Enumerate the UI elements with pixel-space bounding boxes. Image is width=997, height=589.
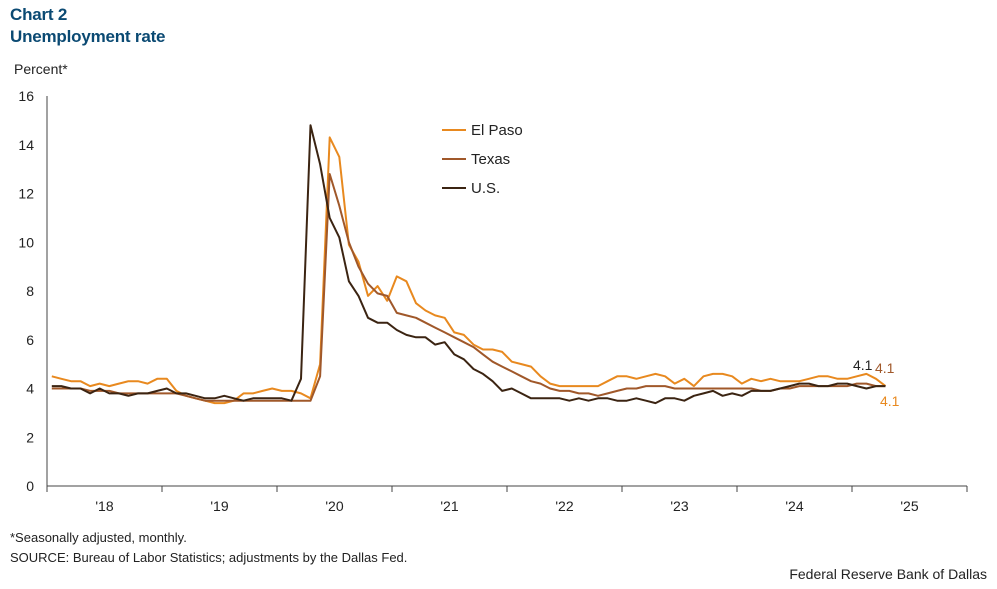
- series-line-us: [51, 124, 886, 405]
- end-label-us: 4.1: [853, 357, 873, 373]
- y-axis-ticks: 0 2 4 6 8 10 12 14 16: [18, 88, 34, 494]
- series-lines: [51, 124, 887, 405]
- y-tick-label: 12: [18, 186, 34, 202]
- y-tick-label: 14: [18, 137, 34, 153]
- footnote: *Seasonally adjusted, monthly.: [10, 530, 187, 545]
- legend-label: U.S.: [471, 180, 500, 197]
- x-tick-label: '21: [440, 498, 458, 514]
- x-tick-label: '18: [95, 498, 113, 514]
- credit-line: Federal Reserve Bank of Dallas: [789, 566, 987, 582]
- y-tick-label: 10: [18, 234, 34, 250]
- chart-title: Unemployment rate: [10, 27, 166, 46]
- y-tick-label: 4: [26, 381, 34, 397]
- y-tick-label: 8: [26, 283, 34, 299]
- x-tick-label: '20: [325, 498, 343, 514]
- legend-label: El Paso: [471, 122, 523, 139]
- y-tick-label: 0: [26, 478, 34, 494]
- y-axis-label: Percent*: [14, 61, 68, 77]
- y-tick-label: 6: [26, 332, 34, 348]
- y-tick-label: 2: [26, 429, 34, 445]
- series-line-texas: [51, 173, 886, 402]
- x-tick-label: '19: [210, 498, 228, 514]
- end-label-texas: 4.1: [875, 360, 895, 376]
- end-labels: 4.1 4.14.1: [853, 357, 900, 409]
- x-tick-label: '22: [555, 498, 573, 514]
- end-label-elpaso: 4.1: [880, 393, 900, 409]
- x-axis: '18 '19 '20 '21 '22 '23 '24 '25: [46, 96, 968, 514]
- legend: El Paso Texas U.S.: [442, 122, 523, 197]
- x-tick-label: '25: [900, 498, 918, 514]
- x-tick-label: '23: [670, 498, 688, 514]
- x-tick-label: '24: [785, 498, 803, 514]
- chart-title-block: Chart 2 Unemployment rate: [10, 4, 166, 48]
- legend-label: Texas: [471, 151, 510, 168]
- source-note: SOURCE: Bureau of Labor Statistics; adju…: [10, 550, 408, 565]
- y-tick-label: 16: [18, 88, 34, 104]
- chart-number: Chart 2: [10, 5, 68, 24]
